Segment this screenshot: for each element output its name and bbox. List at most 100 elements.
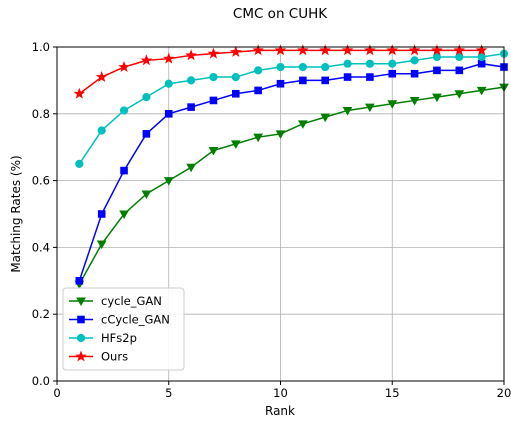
x-tick-label: 15 (385, 386, 400, 400)
data-point (207, 47, 220, 59)
data-point (299, 76, 307, 85)
data-point (432, 52, 442, 62)
data-point (365, 59, 374, 68)
legend-marker (76, 333, 86, 343)
data-point (254, 66, 263, 75)
data-point (388, 59, 397, 68)
x-tick-label: 5 (165, 386, 172, 400)
data-point (142, 130, 151, 138)
data-point (342, 106, 353, 116)
data-point (274, 44, 287, 56)
data-point (410, 56, 419, 65)
data-point (120, 166, 128, 175)
data-point (433, 66, 441, 75)
data-point (162, 52, 175, 64)
legend-item: cCycle_GAN (69, 313, 170, 327)
data-point (185, 49, 197, 61)
data-point (366, 73, 374, 81)
data-point (75, 159, 84, 168)
legend-marker (75, 350, 87, 362)
x-tick-label: 10 (273, 386, 288, 400)
y-axis-ticks: 0.0 0.2 0.4 0.6 0.8 1.0 (32, 40, 57, 388)
data-point (186, 163, 196, 173)
data-point (343, 73, 352, 81)
data-point (254, 86, 262, 95)
series-1 (75, 59, 508, 285)
data-point (209, 72, 218, 82)
data-point (275, 130, 286, 139)
x-axis-ticks: 0 5 10 15 20 (53, 381, 511, 400)
data-point (140, 54, 153, 66)
data-point (142, 93, 151, 102)
legend-label: cycle_GAN (101, 294, 162, 308)
series-2 (75, 49, 509, 168)
x-axis-label: Rank (265, 404, 295, 418)
legend-marker (77, 315, 85, 324)
data-point (409, 96, 420, 106)
legend-box (62, 287, 185, 371)
data-point (455, 66, 464, 75)
data-point (230, 140, 241, 149)
data-point (208, 147, 219, 156)
data-point (141, 190, 152, 199)
y-tick-label: 0.4 (32, 240, 50, 254)
data-point (343, 59, 352, 68)
data-point (73, 87, 86, 99)
data-point (341, 44, 354, 56)
data-point (387, 100, 398, 109)
data-point (230, 45, 242, 57)
data-point (164, 110, 173, 118)
data-point (164, 79, 173, 88)
data-point (453, 44, 466, 56)
data-point (321, 76, 329, 85)
legend-label: HFs2p (101, 331, 137, 345)
data-point (476, 86, 487, 96)
data-point (252, 44, 264, 56)
data-point (297, 120, 308, 129)
data-point (187, 76, 196, 85)
data-point (119, 106, 129, 115)
y-tick-label: 1.0 (32, 40, 50, 54)
data-point (321, 62, 330, 72)
data-point (408, 44, 421, 56)
legend-label: Ours (101, 350, 128, 364)
data-point (477, 52, 486, 62)
data-point (97, 210, 106, 218)
data-point (232, 89, 240, 98)
x-tick-label: 0 (53, 386, 60, 400)
legend-item: HFs2p (69, 331, 137, 345)
data-point (209, 96, 218, 105)
data-point (75, 277, 84, 285)
legend-item: cycle_GAN (69, 294, 162, 308)
data-point (477, 59, 486, 68)
data-point (364, 44, 376, 56)
data-point (276, 79, 285, 88)
data-point (319, 44, 331, 56)
data-point (276, 62, 285, 72)
y-tick-label: 0.0 (32, 374, 50, 388)
data-point (96, 240, 107, 250)
series-3 (73, 44, 488, 99)
data-point (431, 44, 443, 56)
y-tick-label: 0.2 (32, 307, 50, 321)
y-tick-label: 0.6 (32, 174, 50, 188)
data-point (455, 52, 464, 62)
data-point (119, 210, 129, 220)
legend-item: Ours (69, 350, 128, 364)
chart-title: CMC on CUHK (233, 6, 328, 22)
data-point (386, 44, 399, 56)
legend-marker (76, 297, 86, 307)
data-point (298, 62, 307, 72)
data-point (410, 69, 419, 78)
y-axis-label: Matching Rates (%) (9, 155, 23, 272)
data-point (365, 103, 375, 113)
data-point (118, 60, 130, 72)
y-tick-label: 0.8 (32, 107, 50, 121)
data-point (454, 90, 465, 99)
data-point (95, 71, 108, 82)
data-point (388, 69, 397, 78)
data-point (297, 44, 309, 56)
data-point (187, 103, 195, 111)
data-point (432, 93, 442, 103)
data-point (97, 126, 106, 135)
